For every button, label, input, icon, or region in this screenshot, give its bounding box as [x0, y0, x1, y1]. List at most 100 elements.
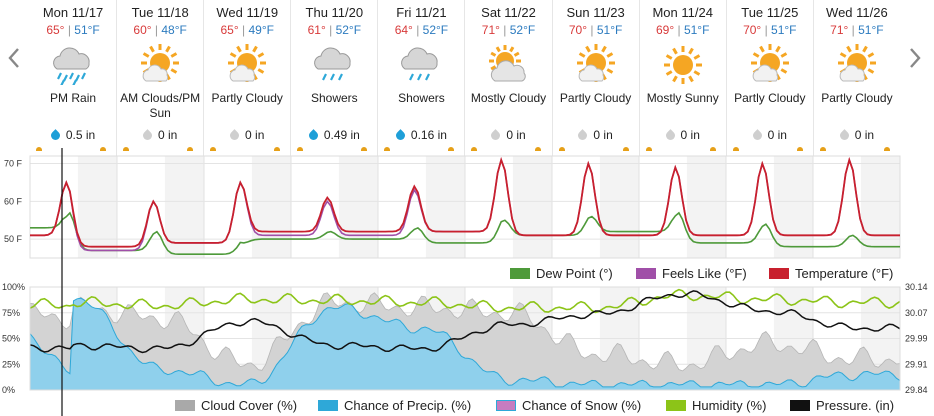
chevron-left-icon — [8, 48, 19, 68]
feels-like-swatch — [636, 268, 656, 279]
day-column[interactable]: Sat 11/22 71° | 52°F Mostly Cloudy 0 in — [465, 0, 553, 156]
temp-separator: | — [154, 23, 159, 37]
night-band — [164, 156, 204, 258]
precip-value: 0 in — [767, 128, 787, 142]
sunrise-icon — [36, 147, 42, 151]
legend-snow[interactable]: Chance of Snow (%) — [496, 398, 641, 413]
sun-markers — [814, 147, 900, 153]
showers-icon — [393, 43, 449, 85]
day-column[interactable]: Mon 11/17 65° | 51°F PM Rain 0.5 in — [30, 0, 118, 156]
low-temp: 52°F — [509, 23, 536, 37]
y-left-tick-label: 100% — [2, 282, 25, 292]
day-temps: 60° | 48°F — [117, 23, 203, 39]
sunset-icon — [274, 147, 281, 151]
sunrise-icon — [819, 147, 826, 151]
sun-markers — [465, 147, 551, 153]
sunset-icon — [796, 147, 803, 151]
day-column[interactable]: Thu 11/20 61° | 52°F Showers 0.49 in — [291, 0, 379, 156]
legend-pressure[interactable]: Pressure. (in) — [790, 398, 894, 413]
low-temp: 51°F — [858, 23, 884, 37]
legend-precip[interactable]: Chance of Precip. (%) — [318, 398, 471, 413]
chevron-right-icon — [910, 48, 921, 68]
sunset-icon — [361, 147, 368, 151]
temp-separator: | — [503, 23, 507, 37]
day-temps: 71° | 51°F — [814, 23, 900, 39]
high-temp: 64° — [394, 23, 413, 37]
cloud-cover-swatch — [175, 400, 195, 411]
sun-markers — [30, 147, 116, 153]
y-right-tick-label: 29.91 — [905, 359, 928, 369]
day-temps: 64° | 52°F — [378, 23, 464, 39]
day-temps: 71° | 52°F — [465, 23, 551, 39]
sun-cloud-icon — [829, 43, 885, 85]
dew-point-swatch — [510, 268, 530, 279]
day-label: Sun 11/23 — [566, 5, 625, 20]
day-column[interactable]: Fri 11/21 64° | 52°F Showers 0.16 in — [378, 0, 466, 156]
y-left-tick-label: 75% — [2, 308, 20, 318]
night-band — [773, 156, 813, 258]
day-label: Tue 11/18 — [131, 5, 189, 20]
legend-cloud-cover[interactable]: Cloud Cover (%) — [175, 398, 297, 413]
condition-text: Mostly Cloudy — [470, 91, 547, 105]
low-temp: 51°F — [771, 23, 797, 37]
precip-chance-area — [29, 297, 901, 391]
precip-swatch — [318, 400, 338, 411]
y-right-tick-label: 30.07 — [905, 308, 928, 318]
sunrise-icon — [471, 147, 478, 151]
high-temp: 61° — [307, 23, 326, 37]
low-temp: 52°F — [422, 23, 449, 37]
sunrise-icon — [558, 147, 565, 151]
day-temps: 61° | 52°F — [291, 23, 377, 39]
legend-feels-like[interactable]: Feels Like (°F) — [636, 266, 747, 281]
temp-separator: | — [416, 23, 420, 37]
next-days-button[interactable] — [903, 40, 927, 76]
sun-markers — [640, 147, 726, 153]
y-right-tick-label: 29.99 — [905, 334, 928, 344]
sunset-icon — [709, 147, 716, 151]
precip-amount: 0 in — [727, 128, 813, 142]
precip-amount: 0 in — [465, 128, 551, 142]
day-column[interactable]: Mon 11/24 69° | 51°F Mostly Sunny 0 in — [640, 0, 727, 156]
precip-value: 0 in — [680, 128, 700, 142]
sunset-icon — [448, 147, 455, 151]
high-temp: 60° — [133, 23, 152, 37]
low-temp: 51°F — [596, 23, 623, 37]
precip-amount: 0 in — [117, 128, 203, 142]
legend-dew-point[interactable]: Dew Point (°) — [510, 266, 613, 281]
temp-plot-frame — [29, 155, 901, 259]
night-band — [599, 156, 639, 258]
sun-icon — [655, 43, 711, 85]
day-column[interactable]: Sun 11/23 70° | 51°F Partly Cloudy 0 in — [553, 0, 640, 156]
pressure-line — [29, 290, 901, 354]
sunset-icon — [883, 147, 890, 151]
legend-humidity[interactable]: Humidity (%) — [666, 398, 766, 413]
precip-amount: 0 in — [640, 128, 726, 142]
prev-days-button[interactable] — [2, 40, 26, 76]
condition-text: Showers — [398, 91, 445, 105]
sunrise-icon — [297, 147, 304, 151]
day-temps: 65° | 51°F — [30, 23, 116, 39]
bottom-plot-frame — [29, 286, 901, 391]
humidity-line — [29, 288, 901, 314]
day-column[interactable]: Wed 11/26 71° | 51°F Partly Cloudy 0 in — [814, 0, 900, 156]
day-column[interactable]: Tue 11/18 60° | 48°F AM Clouds/PM Sun 0 … — [117, 0, 205, 156]
precip-amount: 0 in — [204, 128, 290, 142]
day-column[interactable]: Tue 11/25 70° | 51°F Partly Cloudy 0 in — [727, 0, 814, 156]
precip-amount: 0 in — [553, 128, 639, 142]
y-left-tick-label: 25% — [2, 359, 20, 369]
condition-text: Mostly Sunny — [646, 91, 719, 105]
temp-separator: | — [851, 23, 855, 37]
legend-temperature[interactable]: Temperature (°F) — [769, 266, 893, 281]
legend-label: Chance of Precip. (%) — [344, 398, 472, 413]
y-left-tick-label: 0% — [2, 385, 15, 395]
condition-text: Partly Cloudy — [559, 91, 632, 105]
day-column[interactable]: Wed 11/19 65° | 49°F Partly Cloudy 0 in — [204, 0, 292, 156]
sunrise-icon — [384, 147, 391, 151]
temperature-swatch — [769, 268, 789, 279]
y-tick-label: 70 F — [4, 159, 23, 169]
low-temp: 48°F — [161, 23, 187, 37]
condition-text: Partly Cloudy — [211, 91, 283, 105]
precip-value: 0 in — [854, 128, 875, 142]
day-label: Thu 11/20 — [305, 5, 364, 20]
